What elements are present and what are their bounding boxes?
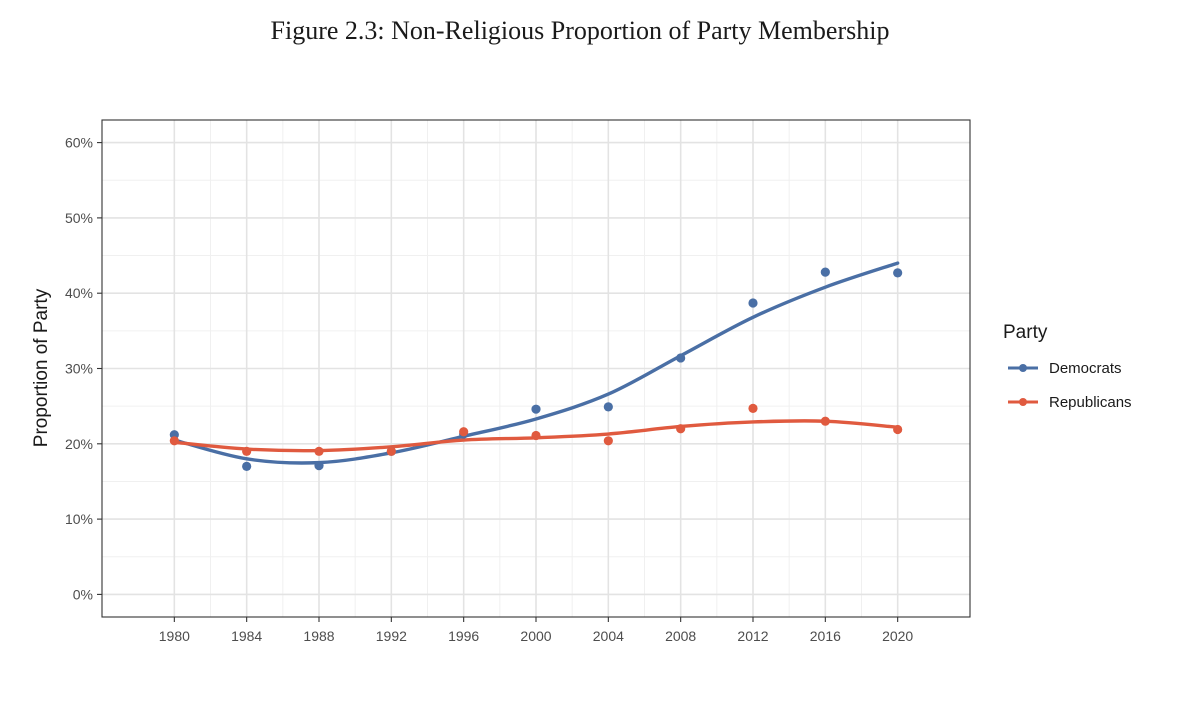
x-tick-label: 1980 (159, 628, 190, 644)
y-tick-label: 10% (65, 511, 93, 527)
data-point-republicans (459, 427, 469, 437)
data-point-republicans (314, 446, 324, 456)
data-point-republicans (748, 403, 758, 414)
data-point-republicans (676, 424, 686, 434)
data-point-democrats (820, 267, 830, 277)
legend-label-democrats: Democrats (1049, 360, 1122, 377)
y-axis-title: Proportion of Party (31, 288, 52, 447)
x-axis: 1980 1984 1988 1992 1996 2000 2004 2008 2012 2016… (159, 617, 913, 644)
data-point-republicans (531, 430, 541, 441)
data-point-republicans (893, 424, 903, 435)
y-tick-label: 50% (65, 210, 93, 226)
y-tick-label: 0% (73, 586, 93, 602)
smooth-line-democrats (172, 261, 900, 465)
data-point-republicans (603, 436, 613, 446)
data-point-democrats (748, 298, 758, 308)
x-tick-label: 1984 (231, 628, 262, 644)
major-gridlines (102, 120, 970, 617)
data-point-democrats (242, 461, 252, 471)
data-point-republicans (386, 446, 396, 456)
figure-title: Figure 2.3: Non-Religious Proportion of … (270, 16, 890, 45)
legend-label-republicans: Republicans (1049, 394, 1132, 411)
x-tick-label: 1992 (376, 628, 407, 644)
x-tick-label: 2016 (810, 628, 841, 644)
y-tick-label: 30% (65, 361, 93, 377)
data-point-republicans (242, 446, 252, 456)
y-tick-label: 60% (65, 135, 93, 151)
data-point-republicans (820, 416, 830, 426)
y-tick-label: 40% (65, 285, 93, 301)
data-point-democrats (314, 461, 324, 471)
data-point-democrats (603, 402, 613, 412)
data-point-republicans (169, 436, 179, 446)
y-axis: 0% 10% 20% 30% 40% 50% 60% (65, 135, 102, 602)
x-tick-label: 2000 (520, 628, 551, 644)
x-tick-label: 2020 (882, 628, 913, 644)
legend-title: Party (1003, 322, 1048, 343)
legend: Party Democrats Republicans (1003, 322, 1132, 411)
x-tick-label: 1988 (303, 628, 334, 644)
data-point-democrats (531, 404, 541, 414)
x-tick-label: 2008 (665, 628, 696, 644)
x-tick-label: 2012 (737, 628, 768, 644)
x-tick-label: 1996 (448, 628, 479, 644)
y-tick-label: 20% (65, 436, 93, 452)
data-point-democrats (893, 268, 903, 278)
data-point-democrats (676, 353, 686, 363)
legend-key-republicans-point (1019, 398, 1027, 406)
legend-key-democrats-point (1019, 364, 1027, 372)
series-points (169, 267, 903, 471)
x-tick-label: 2004 (593, 628, 624, 644)
